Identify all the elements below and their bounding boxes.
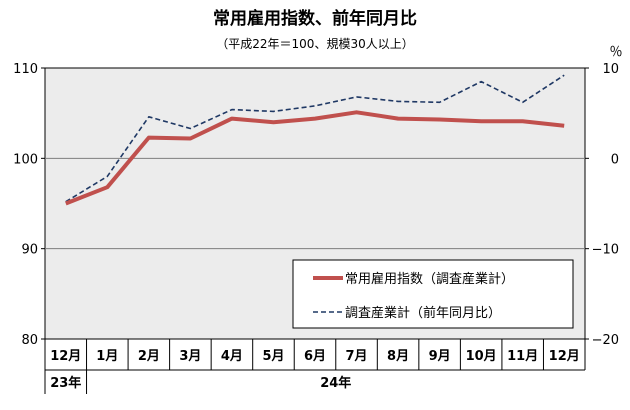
category-label: 12月 (50, 349, 81, 364)
left-tick-label: 100 (13, 152, 38, 167)
category-label: 2月 (138, 349, 160, 364)
left-tick-label: 80 (21, 333, 38, 348)
category-label: 6月 (304, 349, 326, 364)
left-tick-label: 110 (13, 62, 38, 77)
series-line-yoy (65, 74, 565, 203)
chart-title: 常用雇用指数、前年同月比 (213, 8, 417, 29)
right-axis-unit: ％ (609, 45, 622, 60)
right-axis: −20 −10 0 10 (585, 62, 619, 348)
category-label: 3月 (179, 349, 201, 364)
right-tick-label: −20 (592, 333, 619, 348)
category-label: 12月 (549, 349, 580, 364)
legend-label-yoy: 調査産業計（前年同月比） (345, 305, 501, 321)
legend-label-index: 常用雇用指数（調査産業計） (345, 271, 514, 287)
chart-subtitle: （平成22年＝100、規模30人以上） (216, 36, 413, 51)
category-label: 10月 (466, 349, 497, 364)
right-tick-label: 10 (602, 62, 619, 77)
category-label: 11月 (507, 349, 538, 364)
category-label: 7月 (346, 349, 368, 364)
series-line-index (65, 110, 565, 206)
left-tick-label: 90 (21, 243, 38, 258)
category-label: 5月 (262, 349, 284, 364)
category-label: 4月 (221, 349, 243, 364)
category-axis: 12月 1月 2月 3月 4月 5月 6月 7月 8月 9月 10月 11月 12月 23年 24年 (44, 339, 586, 394)
legend-box (292, 259, 574, 329)
legend: 常用雇用指数（調査産業計） 調査産業計（前年同月比） (292, 259, 574, 329)
left-axis: 80 90 100 110 (13, 62, 45, 348)
series-group (65, 74, 565, 206)
category-label: 1月 (96, 349, 118, 364)
year-label: 23年 (50, 375, 81, 391)
category-label: 8月 (387, 349, 409, 364)
category-label: 9月 (429, 349, 451, 364)
gridlines (45, 157, 585, 250)
right-tick-label: 0 (611, 152, 619, 167)
right-tick-label: −10 (592, 243, 619, 258)
year-label: 24年 (320, 375, 351, 391)
